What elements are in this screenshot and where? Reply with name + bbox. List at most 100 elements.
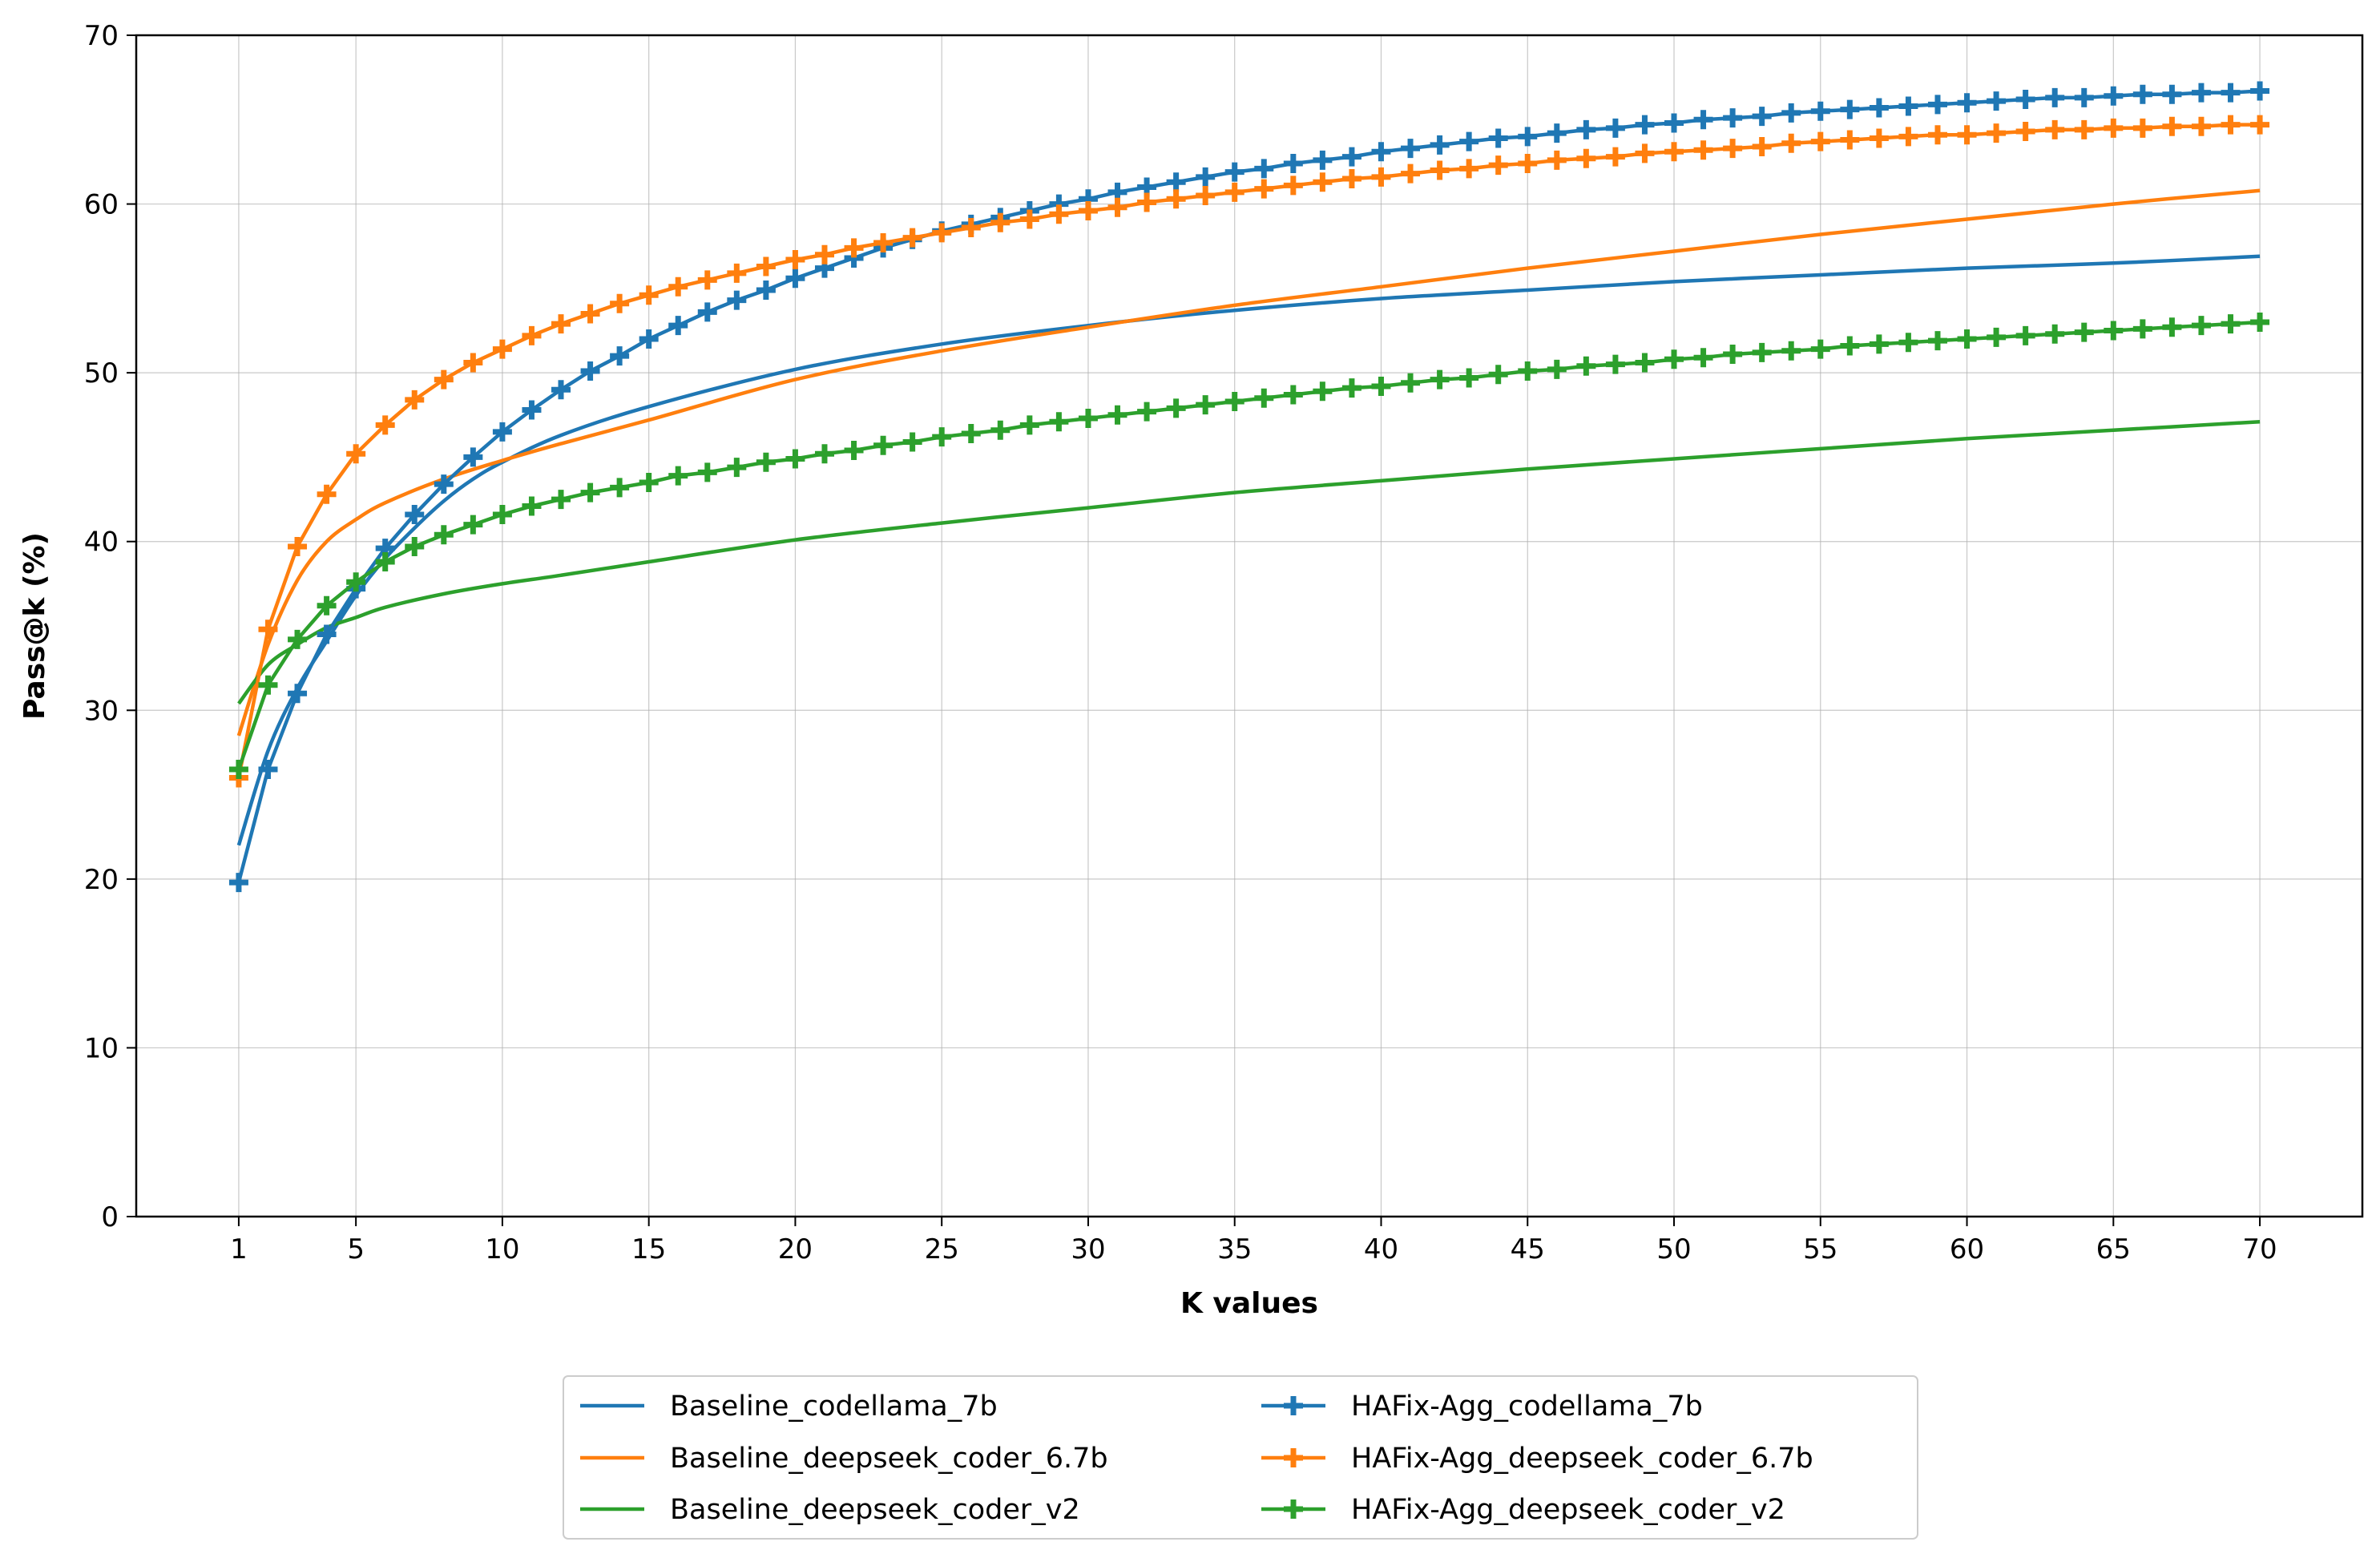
x-tick-label: 30 xyxy=(1071,1233,1105,1265)
data-point-marker xyxy=(785,268,805,289)
data-point-marker xyxy=(1078,200,1098,220)
data-point-marker xyxy=(844,238,864,258)
data-point-marker xyxy=(1635,115,1655,135)
data-point-marker xyxy=(756,452,776,472)
x-tick-label: 10 xyxy=(485,1233,519,1265)
data-point-marker xyxy=(1459,159,1479,179)
data-point-marker xyxy=(727,263,747,283)
data-point-marker xyxy=(1781,103,1801,123)
data-point-marker xyxy=(405,505,425,525)
data-point-marker xyxy=(1401,163,1421,184)
data-point-marker xyxy=(1576,119,1596,139)
x-axis-ticks: 1 5 10 15 20 25 30 35 40 45 50 55 60 65 70 xyxy=(230,1217,2277,1265)
x-tick-label: 25 xyxy=(925,1233,959,1265)
plot-frame xyxy=(135,34,2364,1218)
legend-item: Baseline_deepseek_coder_6.7b xyxy=(580,1443,1108,1475)
data-point-marker xyxy=(434,474,454,494)
data-point-marker xyxy=(1987,327,2007,347)
legend-marker xyxy=(1284,1396,1303,1415)
data-point-marker xyxy=(2132,84,2152,104)
data-point-marker xyxy=(1605,354,1625,374)
data-point-marker xyxy=(2162,116,2182,136)
x-tick-label: 60 xyxy=(1950,1233,1984,1265)
y-tick-label: 0 xyxy=(101,1201,119,1233)
data-point-marker xyxy=(551,380,571,400)
data-point-marker xyxy=(288,684,308,704)
data-point-marker xyxy=(317,484,337,504)
data-point-marker xyxy=(1810,101,1830,121)
x-tick-label: 45 xyxy=(1511,1233,1545,1265)
data-point-marker xyxy=(2045,119,2065,139)
series-line xyxy=(237,419,2261,705)
data-point-marker xyxy=(2074,87,2094,107)
data-point-marker xyxy=(492,505,512,525)
data-point-marker xyxy=(2104,118,2124,138)
data-point-marker xyxy=(1019,415,1039,435)
data-point-marker xyxy=(1957,93,1977,113)
series-line xyxy=(236,320,2261,770)
legend-marker xyxy=(1284,1499,1303,1519)
data-point-marker xyxy=(1254,159,1274,179)
data-point-marker xyxy=(610,293,630,313)
data-point-marker xyxy=(1547,123,1567,143)
data-point-marker xyxy=(258,675,278,695)
data-point-marker xyxy=(492,339,512,359)
data-point-marker xyxy=(1224,391,1244,411)
data-point-marker xyxy=(1605,118,1625,138)
data-point-marker xyxy=(1283,176,1303,196)
data-point-marker xyxy=(228,873,248,893)
data-point-marker xyxy=(1166,172,1186,192)
data-point-marker xyxy=(990,420,1010,440)
data-point-marker xyxy=(1987,123,2007,143)
legend-label: HAFix-Agg_codellama_7b xyxy=(1351,1390,1703,1423)
y-tick-label: 70 xyxy=(84,20,119,52)
data-point-marker xyxy=(463,447,483,467)
data-point-marker xyxy=(639,329,659,349)
data-point-marker xyxy=(990,212,1010,232)
data-point-marker xyxy=(1869,128,1889,148)
series-Baseline_deepseek_coder_v2 xyxy=(237,419,2261,705)
data-point-marker xyxy=(1723,344,1743,364)
data-point-marker xyxy=(1371,142,1391,162)
data-point-marker xyxy=(727,290,747,310)
data-point-marker xyxy=(1459,131,1479,151)
data-point-marker xyxy=(2104,86,2124,106)
legend: Baseline_codellama_7b Baseline_deepseek_c… xyxy=(563,1375,1918,1540)
data-point-marker xyxy=(2045,324,2065,344)
legend-item: Baseline_codellama_7b xyxy=(580,1390,998,1423)
data-point-marker xyxy=(1488,155,1508,176)
data-point-marker xyxy=(1019,209,1039,229)
data-point-marker xyxy=(522,400,542,420)
legend-marker xyxy=(1284,1448,1303,1467)
data-point-marker xyxy=(1313,150,1333,170)
data-point-marker xyxy=(785,449,805,469)
legend-item: HAFix-Agg_codellama_7b xyxy=(1261,1390,1703,1423)
y-axis-ticks: 0 10 20 30 40 50 60 70 xyxy=(84,20,136,1233)
series-lines xyxy=(228,81,2270,893)
data-point-marker xyxy=(639,473,659,493)
data-point-marker xyxy=(2074,322,2094,342)
data-point-marker xyxy=(1927,331,1947,351)
series-line xyxy=(236,123,2261,778)
legend-label: Baseline_deepseek_coder_6.7b xyxy=(670,1443,1108,1475)
x-tick-label: 20 xyxy=(778,1233,813,1265)
data-point-marker xyxy=(1430,369,1450,389)
data-point-marker xyxy=(258,620,278,640)
legend-item: Baseline_deepseek_coder_v2 xyxy=(580,1494,1080,1526)
data-point-marker xyxy=(1224,182,1244,202)
data-point-marker xyxy=(1049,412,1069,432)
data-point-marker xyxy=(1869,334,1889,354)
x-tick-label: 5 xyxy=(347,1233,365,1265)
data-point-marker xyxy=(1196,167,1216,187)
data-point-marker xyxy=(1518,361,1538,381)
data-point-marker xyxy=(756,256,776,276)
data-point-marker xyxy=(2162,317,2182,337)
data-point-marker xyxy=(2015,90,2035,110)
data-point-marker xyxy=(727,458,747,478)
data-point-marker xyxy=(2221,115,2241,135)
data-point-marker xyxy=(668,276,688,297)
y-tick-label: 20 xyxy=(84,864,119,896)
data-point-marker xyxy=(932,223,952,243)
